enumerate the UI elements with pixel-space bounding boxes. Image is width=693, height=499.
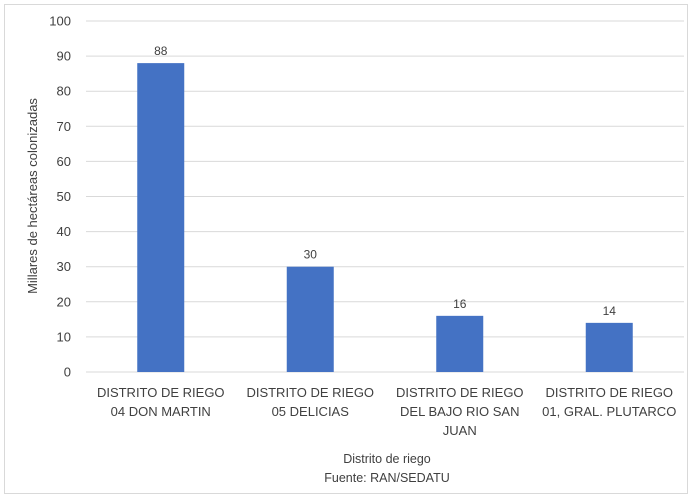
data-label: 14	[603, 304, 617, 318]
x-tick-label: 05 DELICIAS	[272, 404, 350, 419]
x-tick-labels: DISTRITO DE RIEGO 04 DON MARTIN DISTRITO D…	[97, 385, 676, 438]
y-tick-label: 70	[57, 119, 71, 134]
y-axis-title: Millares de hectáreas colonizadas	[25, 98, 40, 294]
bar	[585, 322, 633, 372]
y-tick-label: 80	[57, 84, 71, 99]
bar	[137, 63, 185, 373]
y-tick-label: 50	[57, 189, 71, 204]
x-tick-label: JUAN	[443, 423, 477, 438]
x-tick-label: DISTRITO DE RIEGO	[246, 385, 374, 400]
chart-frame	[4, 4, 688, 494]
source-note: Fuente: RAN/SEDATU	[324, 471, 450, 485]
y-tick-label: 20	[57, 294, 71, 309]
y-tick-labels: 0 10 20 30 40 50 60 70 80 90 100	[49, 14, 71, 380]
x-tick-label: DISTRITO DE RIEGO	[396, 385, 524, 400]
y-tick-label: 60	[57, 154, 71, 169]
y-tick-label: 10	[57, 329, 71, 344]
bars	[137, 63, 633, 373]
x-tick-label: 01, GRAL. PLUTARCO	[542, 404, 676, 419]
bar	[436, 315, 484, 372]
y-tick-label: 30	[57, 259, 71, 274]
data-label: 16	[453, 297, 467, 311]
y-tick-label: 40	[57, 224, 71, 239]
x-tick-label: DEL BAJO RIO SAN	[400, 404, 519, 419]
gridlines	[86, 20, 684, 373]
data-label: 30	[304, 248, 318, 262]
x-tick-label: DISTRITO DE RIEGO	[97, 385, 225, 400]
y-tick-label: 0	[64, 365, 71, 380]
x-tick-label: 04 DON MARTIN	[111, 404, 211, 419]
x-tick-label: DISTRITO DE RIEGO	[545, 385, 673, 400]
y-tick-label: 100	[49, 14, 71, 29]
data-label: 88	[154, 44, 168, 58]
data-labels: 88 30 16 14	[154, 44, 616, 318]
x-axis-title: Distrito de riego	[343, 452, 431, 466]
y-tick-label: 90	[57, 49, 71, 64]
bar	[286, 266, 334, 372]
